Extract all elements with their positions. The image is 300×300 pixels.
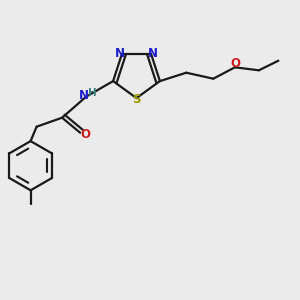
Text: S: S <box>132 93 141 106</box>
Text: N: N <box>79 89 89 102</box>
Text: O: O <box>80 128 90 141</box>
Text: N: N <box>115 47 125 60</box>
Text: H: H <box>88 88 97 98</box>
Text: O: O <box>230 57 240 70</box>
Text: N: N <box>148 47 158 60</box>
